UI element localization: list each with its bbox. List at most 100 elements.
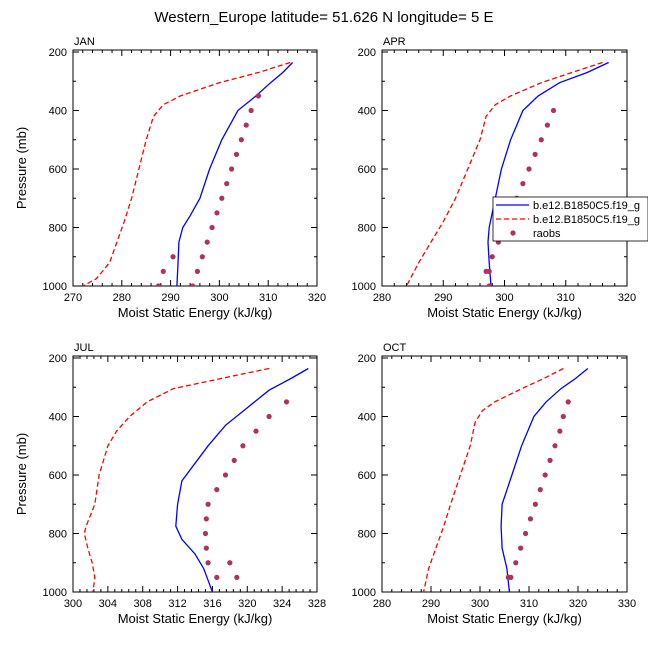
- model-line-solid: [500, 367, 589, 592]
- x-tick-label: 312: [168, 598, 186, 610]
- raobs-point: [552, 443, 558, 449]
- raobs-point: [537, 487, 543, 493]
- raobs-point: [224, 181, 230, 187]
- raobs-point: [255, 93, 262, 99]
- x-tick-label: 320: [308, 292, 326, 304]
- raobs-point: [266, 413, 272, 420]
- x-tick-label: 310: [259, 292, 277, 304]
- legend: b.e12.B1850C5.f19_g b.e12.B1850C5.f19_gra…: [492, 196, 648, 242]
- raobs-point: [214, 210, 220, 216]
- x-tick-label: 310: [557, 292, 575, 304]
- raobs-point: [483, 268, 489, 274]
- x-tick-label: 300: [495, 292, 513, 304]
- raobs-point: [489, 254, 495, 260]
- legend-label: b.e12.B1850C5.f19_g: [533, 200, 640, 212]
- series-group: [82, 61, 294, 286]
- raobs-point: [205, 560, 211, 566]
- x-axis-label: Moist Static Energy (kJ/kg): [427, 611, 582, 626]
- model-line-solid: [176, 62, 294, 286]
- legend-box: [492, 196, 648, 242]
- raobs-point: [170, 254, 176, 260]
- raobs-point: [513, 560, 519, 566]
- y-tick-label: 600: [49, 164, 67, 176]
- panel-label: APR: [383, 36, 406, 48]
- raobs-point: [560, 413, 566, 420]
- x-axis-label: Moist Static Energy (kJ/kg): [118, 611, 273, 626]
- y-tick-label: 400: [49, 106, 67, 118]
- raobs-point: [202, 530, 209, 537]
- y-axis-label: Pressure (mb): [14, 127, 29, 209]
- x-tick-label: 290: [422, 598, 440, 610]
- raobs-point: [194, 268, 201, 274]
- legend-label: b.e12.B1850C5.f19_g: [533, 214, 640, 226]
- raobs-point: [233, 151, 240, 157]
- model-line-solid: [175, 367, 309, 592]
- x-axis-label: Moist Static Energy (kJ/kg): [118, 305, 273, 320]
- panel-label: JUL: [74, 342, 94, 354]
- model-line-dashed: [405, 61, 603, 286]
- x-tick-label: 300: [471, 598, 489, 610]
- raobs-point: [240, 443, 246, 449]
- x-tick-label: 308: [134, 598, 152, 610]
- raobs-point: [222, 472, 229, 478]
- raobs-point: [204, 239, 210, 245]
- model-line-solid: [487, 61, 609, 286]
- x-tick-label: 290: [434, 292, 452, 304]
- raobs-point: [527, 516, 534, 522]
- x-tick-label: 316: [203, 598, 221, 610]
- y-tick-label: 200: [358, 47, 376, 59]
- x-tick-label: 290: [161, 292, 179, 304]
- raobs-point: [522, 530, 529, 537]
- raobs-point: [214, 574, 220, 580]
- y-tick-label: 600: [358, 470, 376, 482]
- y-tick-label: 200: [49, 47, 67, 59]
- raobs-point: [557, 428, 563, 434]
- x-axis-label: Moist Static Energy (kJ/kg): [427, 305, 582, 320]
- series-group: [83, 367, 309, 592]
- raobs-point: [505, 574, 512, 580]
- raobs-point: [283, 399, 290, 405]
- plot-frame: [72, 355, 318, 593]
- raobs-point: [209, 224, 215, 231]
- y-tick-label: 600: [49, 470, 67, 482]
- raobs-point: [155, 283, 161, 286]
- raobs-point: [253, 428, 259, 434]
- figure-title: Western_Europe latitude= 51.626 N longit…: [154, 9, 493, 26]
- model-line-dashed: [83, 367, 270, 592]
- plot-frame: [72, 49, 318, 287]
- y-tick-label: 1000: [352, 281, 376, 293]
- raobs-point: [547, 457, 553, 463]
- x-tick-label: 280: [373, 292, 391, 304]
- raobs-point: [229, 166, 235, 172]
- raobs-point: [526, 166, 532, 172]
- plot-frame: [381, 355, 628, 593]
- y-tick-label: 1000: [43, 587, 67, 599]
- series-group: [405, 61, 609, 286]
- raobs-point: [248, 107, 254, 114]
- raobs-point: [219, 195, 225, 201]
- raobs-point: [189, 283, 196, 286]
- raobs-point: [520, 181, 526, 187]
- raobs-point: [160, 268, 166, 274]
- model-line-dashed: [82, 61, 291, 286]
- series-group: [422, 367, 589, 592]
- y-tick-label: 200: [49, 353, 67, 365]
- y-tick-label: 800: [358, 529, 376, 541]
- y-tick-label: 200: [358, 353, 376, 365]
- x-tick-label: 320: [238, 598, 256, 610]
- panel-label: JAN: [74, 36, 95, 48]
- raobs-point: [203, 516, 209, 522]
- x-tick-label: 300: [210, 292, 228, 304]
- raobs-point: [565, 399, 571, 405]
- y-tick-label: 600: [358, 164, 376, 176]
- x-tick-label: 320: [569, 598, 587, 610]
- raobs-point: [234, 574, 240, 580]
- panel-label: OCT: [383, 342, 407, 354]
- y-tick-label: 1000: [352, 587, 376, 599]
- raobs-point: [532, 151, 538, 157]
